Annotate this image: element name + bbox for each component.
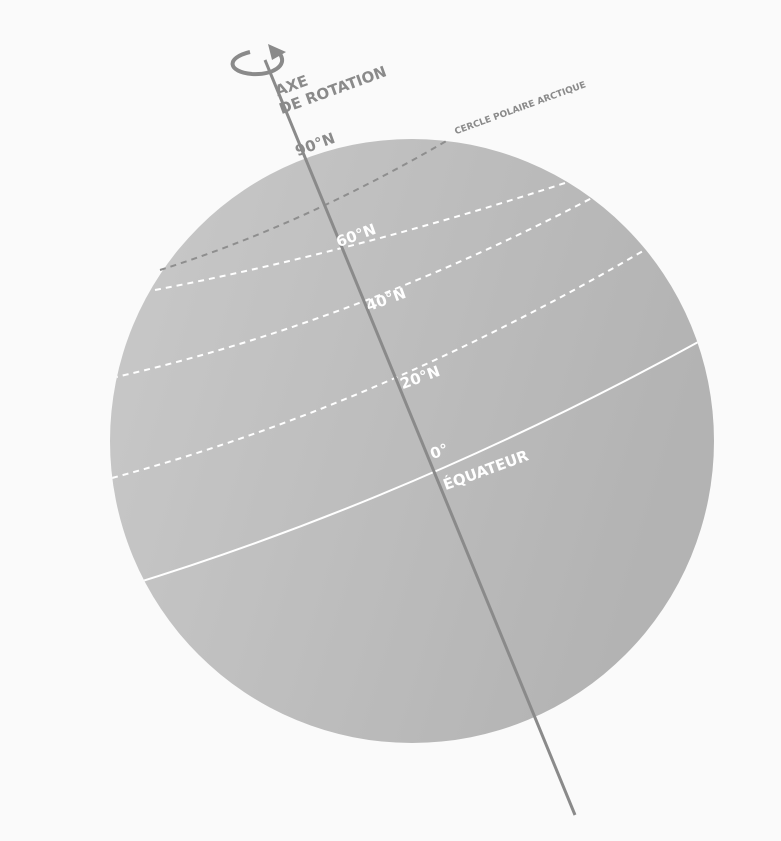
equator-line — [119, 329, 714, 589]
globe — [110, 139, 714, 743]
parallel-60 — [154, 181, 569, 291]
parallels — [111, 181, 714, 589]
rotation-axis — [263, 59, 577, 816]
latitude-label: 0° — [428, 440, 451, 463]
rotation-arrow-head — [268, 44, 286, 60]
parallel-40 — [111, 181, 623, 379]
rotation-arrow — [230, 50, 284, 77]
parallel-20 — [111, 247, 649, 479]
